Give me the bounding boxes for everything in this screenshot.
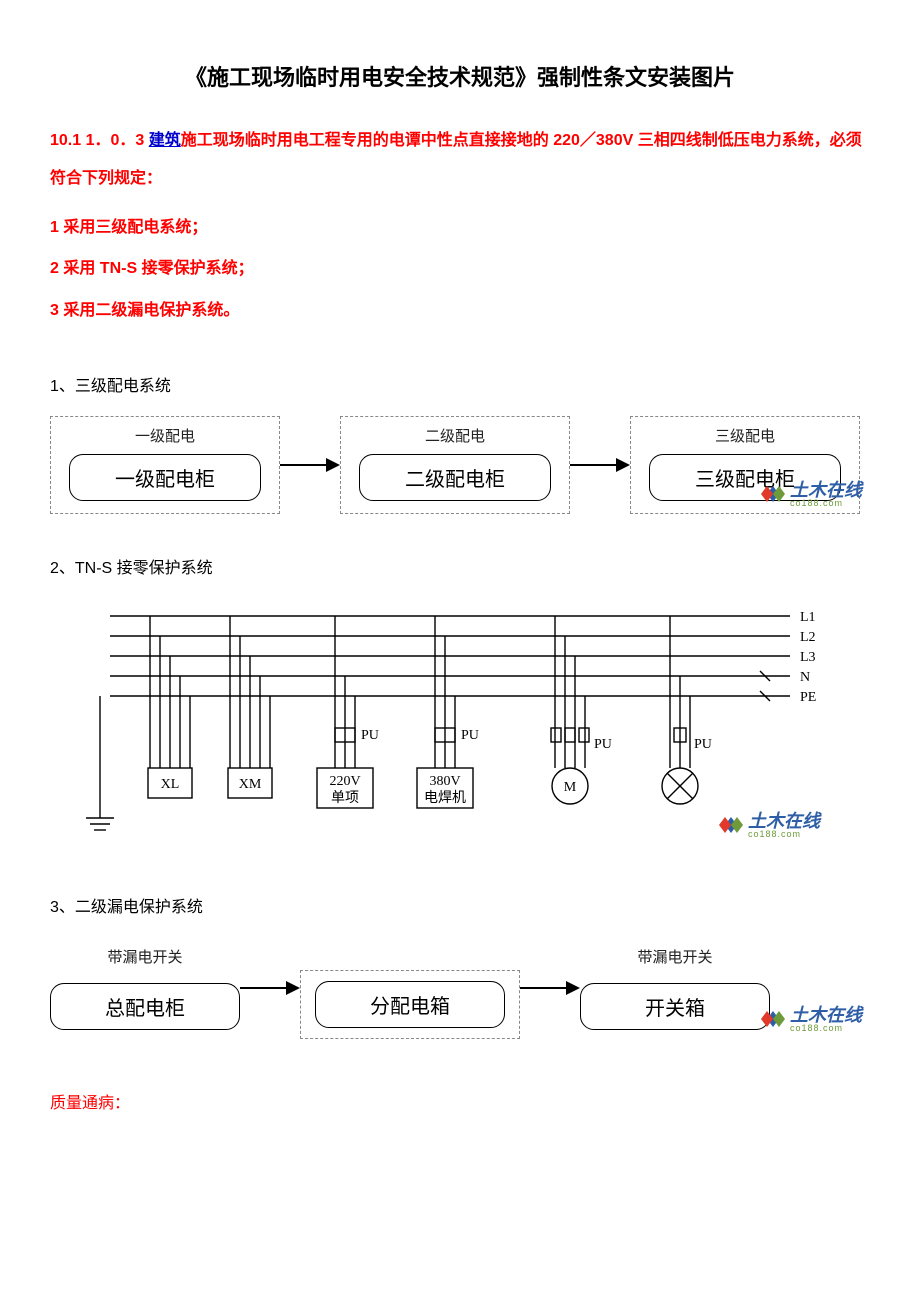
diagram-1: 一级配电一级配电柜二级配电二级配电柜三级配电三级配电柜土木在线co188.com [50, 416, 870, 514]
svg-text:电焊机: 电焊机 [424, 790, 466, 806]
flow-block: 带漏电开关开关箱 [580, 946, 770, 1030]
round-box: 总配电柜 [50, 983, 240, 1030]
svg-text:N: N [800, 670, 810, 685]
svg-text:PE: PE [800, 690, 816, 705]
panel-label [408, 937, 412, 954]
intro-link[interactable]: 建筑 [149, 132, 181, 149]
rule-2: 2 采用 TN-S 接零保护系统； [50, 248, 870, 290]
round-box: 二级配电柜 [359, 454, 551, 501]
svg-text:XL: XL [161, 777, 180, 792]
svg-text:PU: PU [694, 737, 712, 752]
svg-text:220V: 220V [329, 774, 360, 789]
panel-label: 一级配电 [69, 425, 261, 446]
page-title: 《施工现场临时用电安全技术规范》强制性条文安装图片 [50, 60, 870, 92]
flow-block: 二级配电二级配电柜 [340, 416, 570, 514]
watermark-text: 土木在线 [790, 1006, 862, 1024]
flow-block: 分配电箱 [300, 937, 520, 1039]
watermark-sub: co188.com [790, 1024, 862, 1033]
round-box: 开关箱 [580, 983, 770, 1030]
svg-text:380V: 380V [429, 774, 460, 789]
footer-label: 质量通病： [50, 1089, 870, 1113]
panel-label: 二级配电 [359, 425, 551, 446]
arrow [570, 458, 630, 472]
svg-text:L1: L1 [800, 610, 816, 625]
svg-text:XM: XM [239, 777, 262, 792]
svg-text:L2: L2 [800, 630, 816, 645]
svg-text:M: M [564, 780, 577, 795]
diagram-3: 带漏电开关总配电柜 分配电箱带漏电开关开关箱土木在线co188.com [50, 937, 870, 1039]
section-1-label: 1、三级配电系统 [50, 372, 870, 396]
watermark: 土木在线co188.com [760, 1006, 862, 1033]
panel-label: 带漏电开关 [107, 946, 182, 967]
rule-3: 3 采用二级漏电保护系统。 [50, 290, 870, 332]
svg-text:PU: PU [461, 728, 479, 743]
section-3-label: 3、二级漏电保护系统 [50, 893, 870, 917]
round-box: 三级配电柜 [649, 454, 841, 501]
rule-1: 1 采用三级配电系统； [50, 207, 870, 249]
svg-text:单项: 单项 [331, 790, 359, 806]
panel-label: 三级配电 [649, 425, 841, 446]
svg-text:PU: PU [361, 728, 379, 743]
arrow [240, 981, 300, 995]
svg-text:PU: PU [594, 737, 612, 752]
arrow [280, 458, 340, 472]
svg-text:L3: L3 [800, 650, 816, 665]
panel-label: 带漏电开关 [637, 946, 712, 967]
flow-block: 带漏电开关总配电柜 [50, 946, 240, 1030]
intro-prefix: 10.1 1．0．3 [50, 132, 149, 149]
round-box: 一级配电柜 [69, 454, 261, 501]
flow-block: 三级配电三级配电柜 [630, 416, 860, 514]
intro-paragraph: 10.1 1．0．3 建筑施工现场临时用电工程专用的电谭中性点直接接地的 220… [50, 122, 870, 199]
flow-block: 一级配电一级配电柜 [50, 416, 280, 514]
round-box: 分配电箱 [315, 981, 505, 1028]
arrow [520, 981, 580, 995]
section-2-label: 2、TN-S 接零保护系统 [50, 554, 870, 578]
diagram-2: L1L2L3NPEXLXMPU220V单项PU380V电焊机PUMPU 土木在线… [60, 598, 860, 853]
